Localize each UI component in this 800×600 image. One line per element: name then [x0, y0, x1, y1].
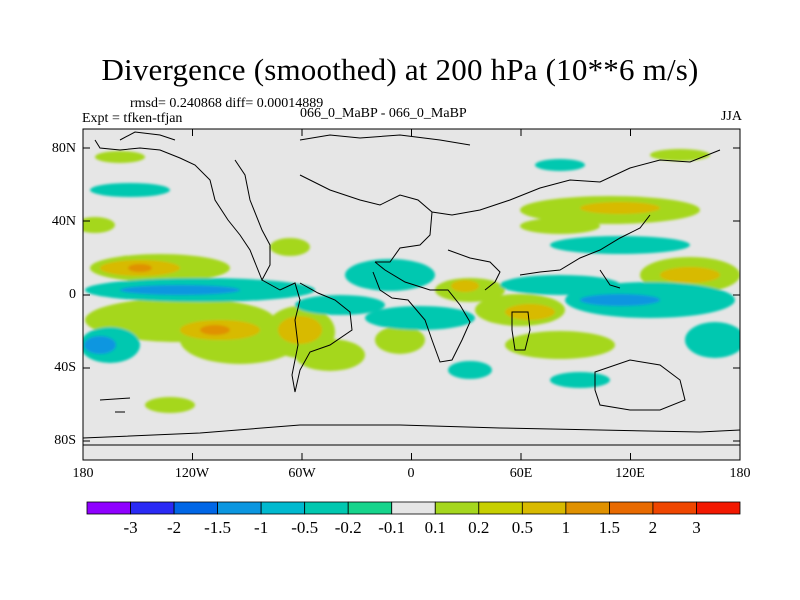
colorbar-swatch — [521, 501, 567, 515]
colorbar-label: -0.5 — [291, 518, 319, 537]
colorbar-swatch — [609, 501, 654, 515]
x-tick-60e: 60E — [509, 466, 533, 481]
colorbar-label: -2 — [166, 518, 182, 537]
case-label: 066_0_MaBP - 066_0_MaBP — [300, 106, 467, 121]
strong-convergence-regions — [84, 285, 660, 354]
y-tick-40s: 40S — [54, 360, 76, 375]
experiment-label: Expt = tfken-tfjan — [82, 111, 183, 126]
colorbar-swatch — [434, 501, 480, 515]
colorbar-swatch — [696, 501, 741, 515]
colorbar-swatch — [391, 501, 436, 515]
colorbar-label: -1 — [254, 518, 269, 537]
colorbar-swatch — [86, 501, 131, 515]
stats-line: rmsd= 0.240868 diff= 0.00014889 — [130, 96, 324, 111]
colorbar-label: -1.5 — [204, 518, 232, 537]
colorbar-label: -0.1 — [378, 518, 406, 537]
x-tick-60w: 60W — [288, 466, 316, 481]
colorbar-label: 1 — [561, 518, 571, 537]
peak-divergence-regions — [128, 264, 230, 335]
x-tick-180w: 180 — [72, 466, 94, 481]
colorbar-label: 3 — [692, 518, 701, 537]
axis-ticks — [82, 129, 741, 460]
colorbar-swatch — [260, 501, 306, 515]
x-tick-120e: 120E — [615, 466, 645, 481]
colorbar-swatch — [478, 501, 523, 515]
colorbar-label: 0.2 — [468, 518, 490, 537]
y-tick-80s: 80S — [54, 433, 76, 448]
colorbar-swatch — [173, 501, 218, 515]
colorbar-swatch — [565, 501, 610, 515]
y-tick-40n: 40N — [51, 214, 76, 229]
map-title: Divergence (smoothed) at 200 hPa (10**6 … — [101, 52, 699, 87]
y-tick-0: 0 — [69, 287, 76, 302]
colorbar-label: 0.1 — [424, 518, 446, 537]
colorbar-swatch — [217, 501, 262, 515]
colorbar-swatch — [652, 501, 697, 515]
colorbar-label: -3 — [123, 518, 138, 537]
x-tick-180e: 180 — [729, 466, 751, 481]
colorbar — [86, 501, 741, 515]
colorbar-swatch — [130, 501, 175, 515]
colorbar-swatch — [304, 501, 349, 515]
y-tick-80n: 80N — [51, 141, 76, 156]
colorbar-label: 1.5 — [598, 518, 621, 537]
season-label: JJA — [720, 109, 742, 124]
x-tick-120w: 120W — [174, 466, 210, 481]
coastlines — [83, 131, 740, 446]
colorbar-label: -0.2 — [334, 518, 362, 537]
colorbar-swatch — [347, 501, 393, 515]
x-tick-0: 0 — [407, 466, 415, 481]
colorbar-label: 2 — [648, 518, 658, 537]
colorbar-label: 0.5 — [511, 518, 533, 537]
